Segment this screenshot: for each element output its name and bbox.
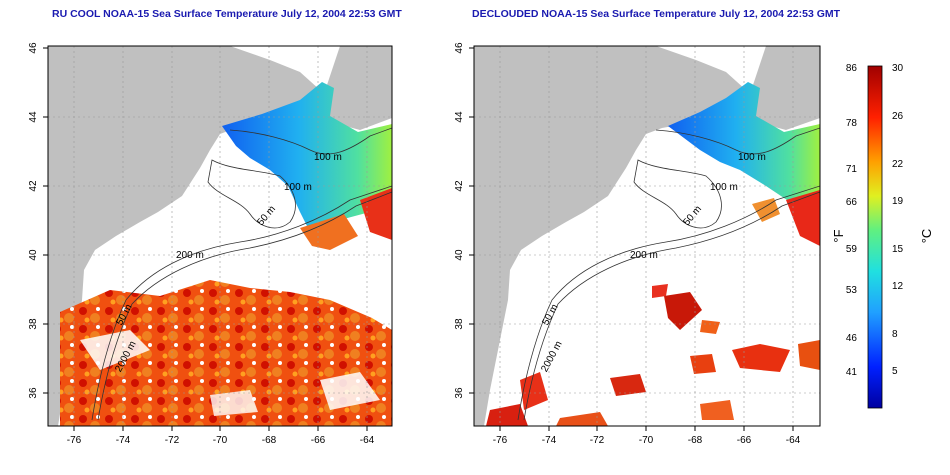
- y-tick-label: 38: [28, 318, 39, 330]
- celsius-tick: 15: [892, 244, 904, 255]
- y-tick-label: 42: [28, 180, 39, 192]
- contour-label-200: 200 m: [176, 250, 204, 261]
- fahrenheit-label: °F: [831, 229, 846, 242]
- contour-label-100: 100 m: [738, 152, 766, 163]
- contour-label-100b: 100 m: [710, 182, 738, 193]
- right-panel-title: DECLOUDED NOAA-15 Sea Surface Temperatur…: [472, 8, 841, 20]
- fahrenheit-tick: 46: [846, 333, 858, 344]
- x-tick-label: -72: [590, 435, 605, 446]
- celsius-tick: 8: [892, 329, 898, 340]
- x-tick-label: -66: [311, 435, 326, 446]
- x-tick-label: -70: [213, 435, 228, 446]
- contour-label-100: 100 m: [314, 152, 342, 163]
- land: [48, 46, 320, 426]
- right-map: 100 m 100 m 50 m 200 m 50 m 2000 m -76 -…: [454, 42, 821, 446]
- celsius-tick: 5: [892, 366, 898, 377]
- warm-water-region: [60, 280, 392, 426]
- celsius-tick: 26: [892, 111, 904, 122]
- celsius-tick: 30: [892, 63, 904, 74]
- celsius-tick: 19: [892, 196, 904, 207]
- y-tick-label: 40: [454, 249, 465, 261]
- x-tick-label: -68: [262, 435, 277, 446]
- x-tick-label: -64: [360, 435, 375, 446]
- y-tick-label: 46: [28, 42, 39, 54]
- colorbar: 86 78 71 66 59 53 46 41 30 26 22 19 15 1…: [831, 63, 934, 409]
- x-tick-label: -64: [786, 435, 801, 446]
- left-panel-title: RU COOL NOAA-15 Sea Surface Temperature …: [52, 8, 402, 20]
- warm-water-patches: [486, 284, 820, 426]
- y-tick-label: 36: [454, 387, 465, 399]
- fahrenheit-tick: 86: [846, 63, 858, 74]
- y-tick-label: 42: [454, 180, 465, 192]
- land: [474, 46, 746, 426]
- y-tick-label: 44: [28, 111, 39, 123]
- fahrenheit-tick: 41: [846, 367, 858, 378]
- celsius-label: °C: [919, 229, 934, 244]
- cold-water-region: [222, 82, 392, 236]
- celsius-tick: 22: [892, 159, 904, 170]
- x-tick-label: -76: [493, 435, 508, 446]
- fahrenheit-tick: 66: [846, 197, 858, 208]
- y-tick-label: 44: [454, 111, 465, 123]
- fahrenheit-tick: 53: [846, 285, 858, 296]
- y-tick-label: 38: [454, 318, 465, 330]
- fahrenheit-tick: 78: [846, 118, 858, 129]
- x-tick-label: -72: [165, 435, 180, 446]
- fahrenheit-tick: 59: [846, 244, 858, 255]
- fahrenheit-tick: 71: [846, 164, 858, 175]
- x-tick-label: -76: [67, 435, 82, 446]
- contour-label-200: 200 m: [630, 250, 658, 261]
- x-tick-label: -68: [688, 435, 703, 446]
- celsius-tick: 12: [892, 281, 904, 292]
- x-tick-label: -74: [542, 435, 557, 446]
- x-tick-label: -70: [639, 435, 654, 446]
- y-tick-label: 36: [28, 387, 39, 399]
- contour-label-100b: 100 m: [284, 182, 312, 193]
- y-tick-label: 46: [454, 42, 465, 54]
- x-tick-label: -66: [737, 435, 752, 446]
- y-tick-label: 40: [28, 249, 39, 261]
- left-map: 100 m 100 m 50 m 200 m 50 m 2000 m -76 -…: [28, 42, 393, 446]
- x-tick-label: -74: [116, 435, 131, 446]
